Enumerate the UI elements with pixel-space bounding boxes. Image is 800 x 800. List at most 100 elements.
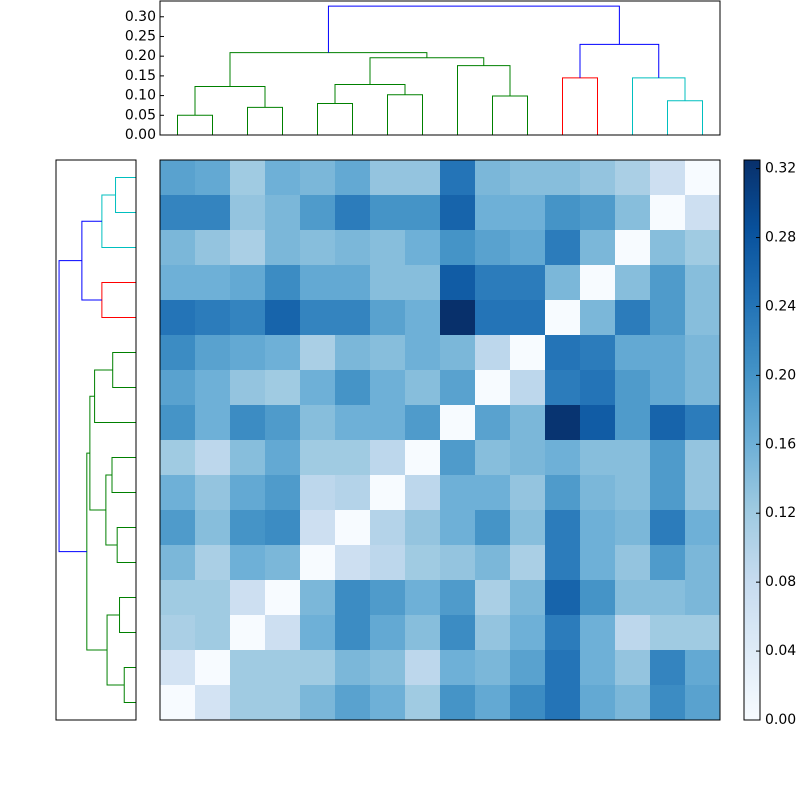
heatmap-cell [160,370,196,406]
top-dendrogram-link [562,77,598,135]
heatmap-cell [370,335,406,371]
heatmap-cell [300,545,336,581]
heatmap-cell [335,440,371,476]
colorbar-tick-label: 0.04 [765,643,796,659]
heatmap-cell [475,335,511,371]
heatmap-cell [195,580,231,616]
heatmap-cell [370,650,406,686]
heatmap-cell [405,685,441,721]
heatmap-cell [580,685,616,721]
heatmap-cell [650,615,686,651]
left-dendrogram-link [106,614,125,686]
top-dendrogram-link [194,86,266,116]
heatmap-cell [580,475,616,511]
heatmap-cell [650,195,686,231]
heatmap-cell [195,405,231,441]
heatmap-cell [615,440,651,476]
heatmap-cell [230,650,266,686]
heatmap-cell [650,405,686,441]
heatmap-cell [580,650,616,686]
heatmap-cell [230,440,266,476]
heatmap-cell [335,475,371,511]
left-dendrogram-link [101,194,136,248]
heatmap-cell [615,195,651,231]
heatmap-cell [335,615,371,651]
heatmap-cell [440,300,476,336]
heatmap-cell [335,510,371,546]
colorbar-tick-label: 0.00 [765,712,796,728]
heatmap-cell [510,195,546,231]
heatmap-cell [440,405,476,441]
heatmap-cell [370,510,406,546]
heatmap-cell [580,195,616,231]
heatmap-cell [440,335,476,371]
heatmap-cell [160,545,196,581]
left-dendrogram-link [116,527,136,563]
heatmap-cell [265,580,301,616]
top-dendrogram-link [579,43,660,78]
heatmap-cell [580,440,616,476]
heatmap-cell [230,510,266,546]
heatmap-cell [160,300,196,336]
heatmap-cell [195,510,231,546]
heatmap-cell [195,545,231,581]
heatmap-cell [545,615,581,651]
heatmap-cell [475,405,511,441]
heatmap-cell [405,650,441,686]
heatmap-cell [160,230,196,266]
heatmap-cell [335,335,371,371]
left-dendrogram-link [123,667,136,703]
heatmap-cell [475,230,511,266]
heatmap-cell [545,475,581,511]
heatmap-cell [475,580,511,616]
colorbar-tick-label: 0.24 [765,298,796,314]
heatmap-cell [510,335,546,371]
heatmap-cell [195,685,231,721]
top-dendrogram-link [177,114,213,135]
heatmap-cell [265,230,301,266]
heatmap-cell [160,510,196,546]
heatmap-cell [650,650,686,686]
heatmap-cell [650,685,686,721]
heatmap-cell [160,475,196,511]
heatmap-cell [195,300,231,336]
heatmap-cell [545,510,581,546]
heatmap-cell [615,405,651,441]
heatmap-cell [335,160,371,196]
left-dendrogram-link [115,177,136,213]
heatmap-cell [370,615,406,651]
heatmap-cell [545,370,581,406]
heatmap-cell [300,265,336,301]
heatmap-cell [265,300,301,336]
heatmap-cell [160,265,196,301]
heatmap-cell [300,370,336,406]
heatmap-cell [545,335,581,371]
heatmap-cell [405,195,441,231]
heatmap-cell [615,685,651,721]
heatmap-cell [440,440,476,476]
heatmap-cell [475,440,511,476]
heatmap-cell [300,510,336,546]
heatmap-cell [510,545,546,581]
colorbar [744,160,760,720]
heatmap-cell [545,405,581,441]
heatmap-cell [370,300,406,336]
top-dendrogram-link [457,65,511,135]
heatmap-cell [335,300,371,336]
heatmap-cell [440,580,476,616]
heatmap-cell [545,300,581,336]
heatmap-cell [230,230,266,266]
top-dendrogram-link [317,102,353,135]
heatmap-cell [300,230,336,266]
y-tick-label: 0.15 [125,68,156,84]
heatmap-cell [615,265,651,301]
heatmap-cell [685,195,721,231]
heatmap-cell [370,195,406,231]
left-dendrogram-link [94,369,136,423]
heatmap-cell [195,475,231,511]
heatmap-cell [545,440,581,476]
heatmap-cell [195,370,231,406]
heatmap-cell [580,580,616,616]
heatmap-cell [405,440,441,476]
heatmap-cell [370,230,406,266]
